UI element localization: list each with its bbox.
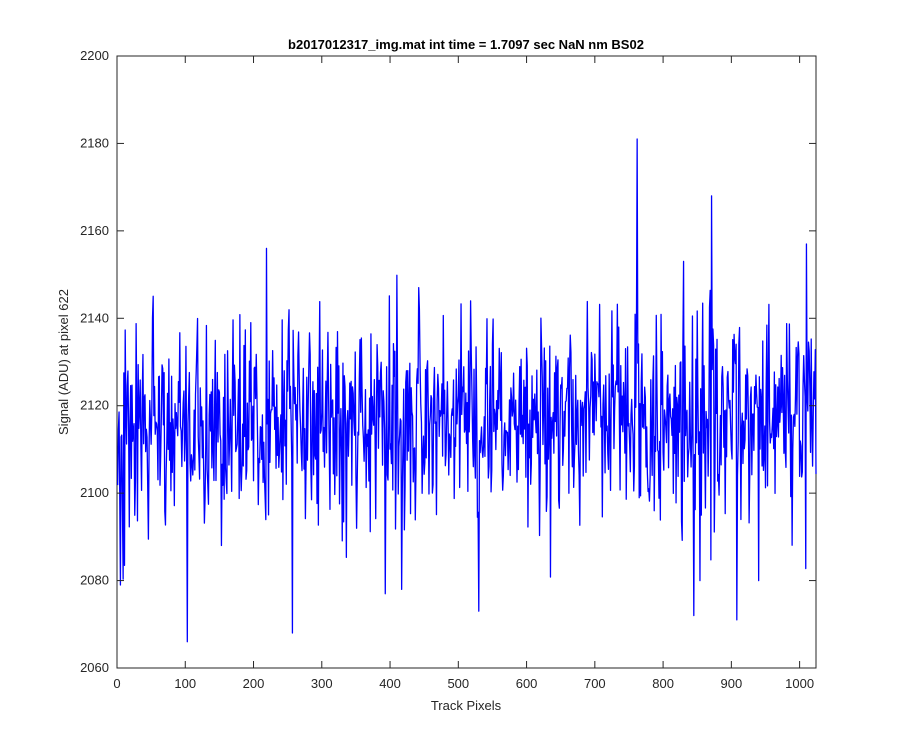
x-tick-label: 1000 xyxy=(785,676,814,691)
y-tick-label: 2100 xyxy=(80,485,109,500)
x-tick-label: 200 xyxy=(243,676,265,691)
y-tick-label: 2140 xyxy=(80,310,109,325)
plot-area: 0 100 200 300 400 500 600 700 800 900 1000 2060 208… xyxy=(80,48,817,691)
x-tick-label: 100 xyxy=(174,676,196,691)
chart-title: b2017012317_img.mat int time = 1.7097 se… xyxy=(288,37,644,52)
x-axis-ticks: 0 100 200 300 400 500 600 700 800 900 1000 xyxy=(113,56,814,691)
x-tick-label: 500 xyxy=(447,676,469,691)
x-tick-label: 700 xyxy=(584,676,606,691)
y-axis-ticks: 2060 2080 2100 2120 2140 2160 2180 2200 xyxy=(80,48,816,675)
y-tick-label: 2080 xyxy=(80,573,109,588)
y-tick-label: 2120 xyxy=(80,398,109,413)
y-axis-label: Signal (ADU) at pixel 622 xyxy=(56,289,71,435)
y-tick-label: 2160 xyxy=(80,223,109,238)
x-tick-label: 900 xyxy=(721,676,743,691)
signal-series-line xyxy=(117,138,817,643)
x-axis-label: Track Pixels xyxy=(431,698,502,713)
x-tick-label: 0 xyxy=(113,676,120,691)
y-tick-label: 2200 xyxy=(80,48,109,63)
x-tick-label: 300 xyxy=(311,676,333,691)
x-tick-label: 400 xyxy=(379,676,401,691)
y-tick-label: 2180 xyxy=(80,135,109,150)
series-layer xyxy=(117,138,817,643)
x-tick-label: 600 xyxy=(516,676,538,691)
x-tick-label: 800 xyxy=(652,676,674,691)
y-tick-label: 2060 xyxy=(80,660,109,675)
